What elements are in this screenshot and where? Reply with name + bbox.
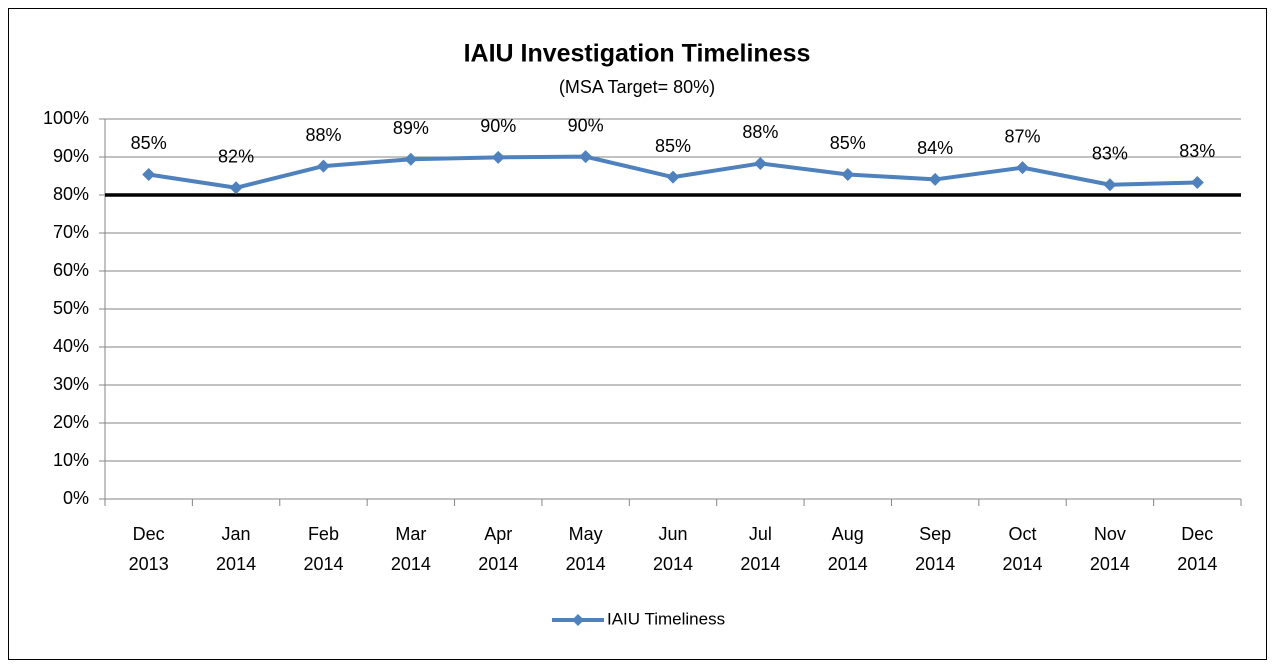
y-tick-label: 40% xyxy=(53,336,89,356)
data-label: 82% xyxy=(218,147,254,167)
data-label: 87% xyxy=(1005,126,1041,146)
x-tick-label: Jul 2014 xyxy=(740,524,780,574)
y-tick-label: 20% xyxy=(53,412,89,432)
y-tick-label: 80% xyxy=(53,184,89,204)
data-point xyxy=(404,152,418,166)
data-point xyxy=(753,156,767,170)
chart-border xyxy=(8,8,1267,660)
y-tick-label: 60% xyxy=(53,260,89,280)
data-label: 83% xyxy=(1179,141,1215,161)
x-tick-label: Nov 2014 xyxy=(1090,524,1130,574)
y-tick-label: 10% xyxy=(53,450,89,470)
x-tick-label: Apr 2014 xyxy=(478,524,518,574)
data-point xyxy=(579,150,593,164)
y-tick-label: 50% xyxy=(53,298,89,318)
x-tick-label: May 2014 xyxy=(566,524,606,574)
x-tick-label: Aug 2014 xyxy=(828,524,868,574)
data-point xyxy=(841,167,855,181)
data-point xyxy=(142,167,156,181)
x-tick-label: Oct 2014 xyxy=(1003,524,1043,574)
x-tick-label: Dec 2013 xyxy=(129,524,169,574)
y-tick-label: 0% xyxy=(63,488,89,508)
data-label: 85% xyxy=(131,133,167,153)
data-label: 85% xyxy=(655,136,691,156)
x-tick-label: Dec 2014 xyxy=(1177,524,1217,574)
data-point xyxy=(1103,178,1117,192)
legend-marker xyxy=(572,614,584,626)
data-point xyxy=(1016,161,1030,175)
x-tick-label: Jun 2014 xyxy=(653,524,693,574)
data-label: 90% xyxy=(568,115,604,135)
x-tick-label: Feb 2014 xyxy=(303,524,343,574)
data-point xyxy=(316,159,330,173)
data-point xyxy=(666,170,680,184)
y-tick-label: 30% xyxy=(53,374,89,394)
y-tick-label: 70% xyxy=(53,222,89,242)
data-label: 88% xyxy=(742,122,778,142)
chart-title: IAIU Investigation Timeliness xyxy=(464,40,811,68)
data-label: 89% xyxy=(393,118,429,138)
legend-label: IAIU Timeliness xyxy=(607,609,725,628)
data-label: 84% xyxy=(917,138,953,158)
data-label: 83% xyxy=(1092,143,1128,163)
data-label: 85% xyxy=(830,133,866,153)
chart-subtitle: (MSA Target= 80%) xyxy=(559,77,715,97)
data-label: 88% xyxy=(305,125,341,145)
x-tick-label: Mar 2014 xyxy=(391,524,431,574)
x-tick-label: Jan 2014 xyxy=(216,524,256,574)
data-label: 90% xyxy=(480,116,516,136)
data-point xyxy=(928,172,942,186)
data-point xyxy=(491,150,505,164)
y-tick-label: 100% xyxy=(43,108,89,128)
x-tick-label: Sep 2014 xyxy=(915,524,955,574)
data-point xyxy=(229,181,243,195)
data-point xyxy=(1190,175,1204,189)
y-tick-label: 90% xyxy=(53,146,89,166)
